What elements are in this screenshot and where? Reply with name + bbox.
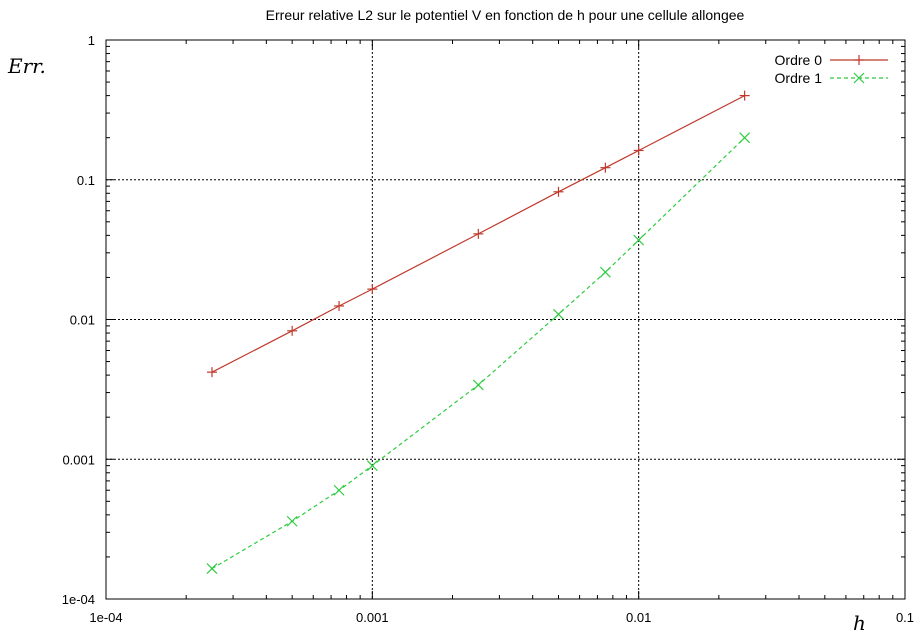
y-tick-label: 1e-04 (62, 592, 95, 607)
data-point (366, 460, 378, 472)
y-tick-label: 0.1 (77, 173, 95, 188)
legend: Ordre 0 Ordre 1 (775, 52, 888, 86)
cross-marker-b (853, 72, 865, 84)
legend-marker (854, 55, 864, 65)
data-point (206, 563, 218, 575)
legend-label: Ordre 0 (775, 52, 823, 68)
data-point (367, 284, 378, 295)
cross-marker-b (472, 379, 484, 391)
cross-marker-b (553, 308, 564, 320)
data-point (633, 145, 644, 156)
x-tick-label: 1e-04 (89, 610, 122, 625)
data-point (553, 186, 564, 197)
cross-marker-b (286, 515, 298, 527)
y-axis-label: Err. (7, 54, 46, 78)
series-line-1 (211, 137, 746, 570)
axis-ticks: 1e-04 0.001 0.01 0.1 1 0.1 0.01 0.001 1e-04 (62, 33, 914, 625)
data-point (472, 379, 484, 391)
series-group (206, 90, 751, 575)
data-point (473, 228, 484, 239)
legend-label: Ordre 1 (775, 70, 823, 86)
data-point (739, 132, 751, 144)
y-tick-label: 1 (88, 33, 95, 48)
y-tick-label: 0.001 (62, 452, 95, 467)
data-point (333, 484, 345, 496)
cross-marker-b (633, 234, 645, 246)
data-point (633, 234, 645, 246)
data-point (599, 266, 611, 278)
x-tick-label: 0.01 (626, 610, 651, 625)
cross-marker-b (599, 266, 611, 278)
cross-marker-b (333, 484, 345, 496)
data-point (553, 308, 564, 320)
x-tick-label: 0.001 (356, 610, 389, 625)
data-point (287, 325, 298, 336)
cross-marker-b (739, 132, 751, 144)
cross-marker-b (366, 460, 378, 472)
data-point (600, 162, 611, 173)
data-point (286, 515, 298, 527)
data-point (739, 90, 750, 101)
y-tick-label: 0.01 (70, 313, 95, 328)
legend-marker (853, 72, 865, 84)
grid (106, 40, 905, 599)
plot-frame (105, 39, 906, 600)
x-axis-label: h (853, 611, 866, 635)
data-point (334, 300, 345, 311)
cross-marker-b (206, 563, 218, 575)
data-point (206, 367, 217, 378)
x-tick-label: 0.1 (896, 610, 914, 625)
chart-title: Erreur relative L2 sur le potentiel V en… (266, 7, 745, 23)
